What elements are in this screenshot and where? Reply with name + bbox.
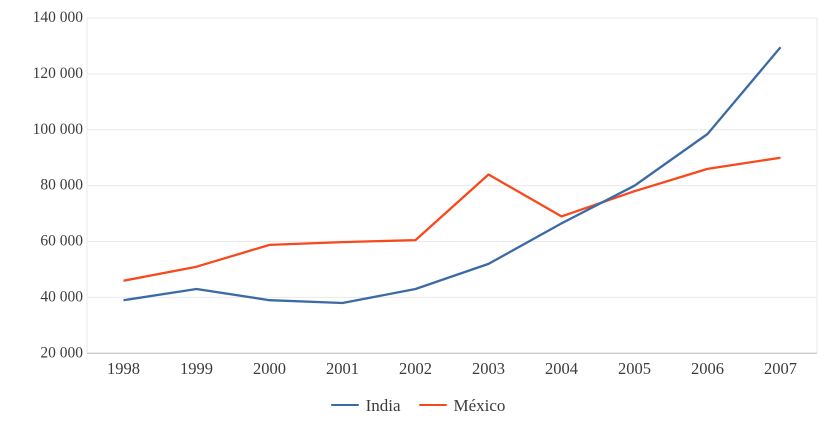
legend-item-mexico: México xyxy=(418,395,506,415)
series-line-india xyxy=(123,46,782,305)
chart-legend: India México xyxy=(0,393,836,417)
y-tick-label: 20 000 xyxy=(40,344,83,361)
x-tick-label: 2006 xyxy=(691,359,724,378)
x-tick-label: 2005 xyxy=(618,359,651,378)
y-tick-label: 60 000 xyxy=(40,233,83,250)
legend-line-swatch xyxy=(330,403,359,407)
x-tick-label: 2004 xyxy=(545,359,578,378)
y-tick-label: 80 000 xyxy=(40,177,83,194)
y-tick-label: 100 000 xyxy=(33,121,84,138)
y-tick-label: 140 000 xyxy=(33,9,84,26)
y-tick-label: 120 000 xyxy=(33,65,84,82)
legend-line-swatch xyxy=(418,403,447,407)
legend-item-india: India xyxy=(330,395,401,415)
x-tick-label: 2007 xyxy=(764,359,797,378)
x-tick-label: 2001 xyxy=(326,359,359,378)
x-tick-label: 2000 xyxy=(253,359,286,378)
series-line-mexico xyxy=(123,156,781,282)
x-tick-label: 2003 xyxy=(472,359,505,378)
x-tick-label: 2002 xyxy=(399,359,432,378)
legend-label: India xyxy=(365,395,401,415)
y-tick-label: 40 000 xyxy=(40,288,83,305)
x-tick-label: 1998 xyxy=(107,359,140,378)
x-tick-label: 1999 xyxy=(180,359,213,378)
legend-label: México xyxy=(453,395,506,415)
